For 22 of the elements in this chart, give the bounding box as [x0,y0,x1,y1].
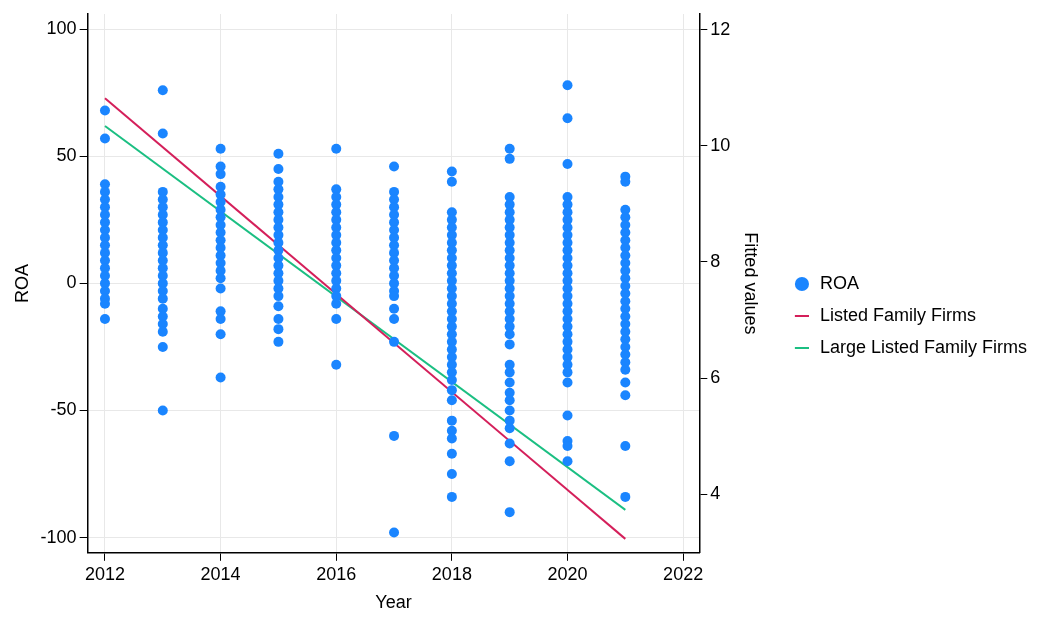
y-axis-title: ROA [11,263,32,303]
x-tick-label: 2022 [663,563,704,584]
y2-tick-label: 4 [710,483,721,504]
y-tick-label: 0 [66,272,77,293]
x-tick-label: 2020 [547,563,588,584]
x-axis-title: Year [375,592,412,613]
x-tick-label: 2014 [200,563,241,584]
y2-axis-title: Fitted values [741,232,762,335]
y-tick-label: -50 [50,399,77,420]
y2-tick-label: 6 [710,367,721,388]
y-tick-label: 100 [46,18,77,39]
legend-label: ROA [819,272,859,293]
y2-tick-label: 12 [710,18,731,39]
y-tick-label: 50 [56,145,77,166]
legend-label: Large Listed Family Firms [819,336,1028,357]
y2-tick-label: 8 [710,250,721,271]
legend-label: Listed Family Firms [819,304,976,325]
y2-tick-label: 10 [710,134,731,155]
y-tick-label: -100 [40,526,77,547]
x-tick-label: 2012 [84,563,125,584]
x-tick-label: 2016 [316,563,357,584]
x-tick-label: 2018 [431,563,472,584]
